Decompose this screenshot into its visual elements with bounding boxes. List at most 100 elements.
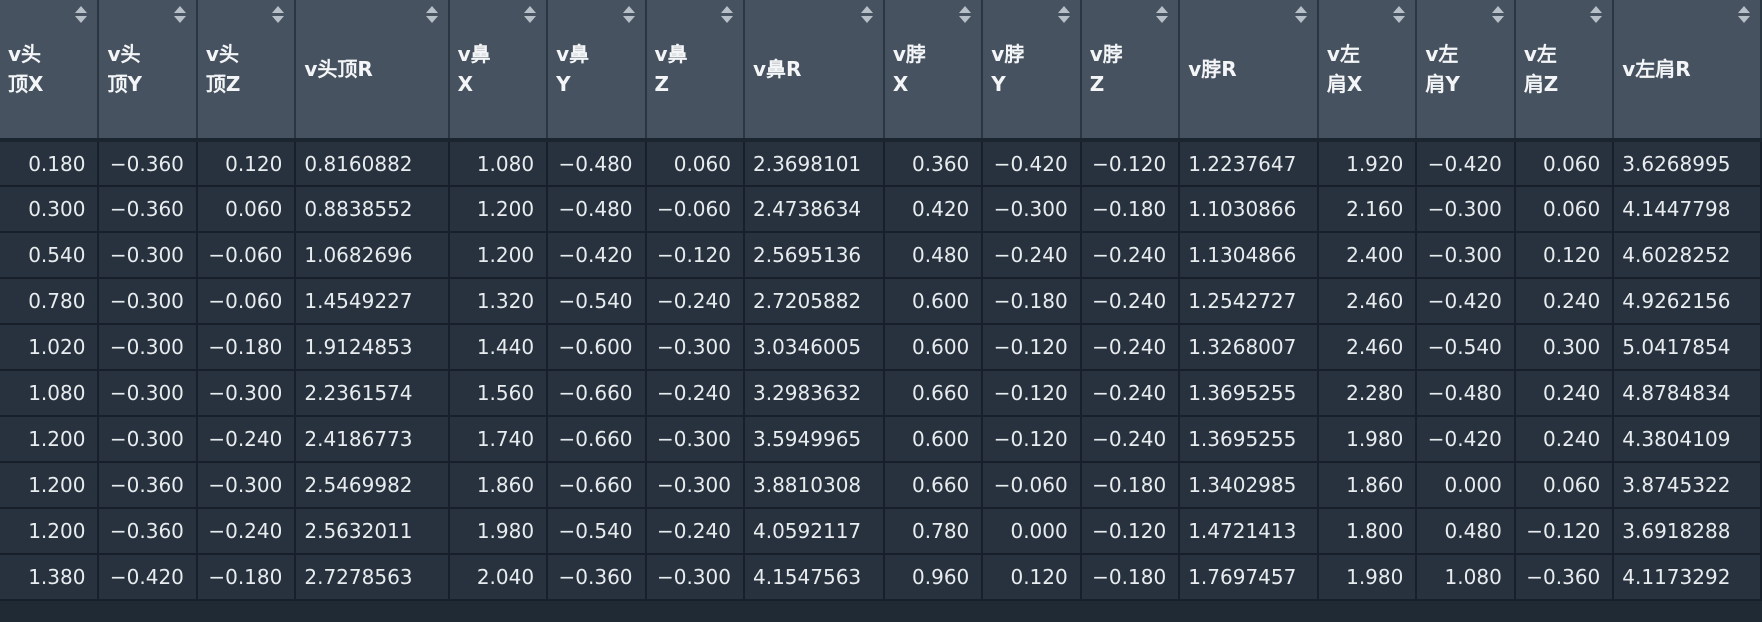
table-row[interactable]: 1.200 −0.360 −0.240 2.5632011 1.980 −0.540 −0.… — [0, 508, 1762, 555]
table-cell[interactable]: −0.240 — [1080, 232, 1181, 279]
table-cell[interactable]: 1.080 — [1416, 554, 1516, 601]
table-cell[interactable]: 2.400 — [1317, 232, 1418, 279]
table-cell[interactable]: 1.980 — [448, 508, 549, 555]
table-cell[interactable]: 3.6268995 — [1613, 140, 1762, 187]
table-cell[interactable]: 3.8745322 — [1613, 462, 1762, 509]
table-cell[interactable]: −0.360 — [98, 508, 198, 555]
table-cell[interactable]: 0.600 — [883, 324, 984, 371]
table-cell[interactable]: −0.120 — [645, 232, 745, 279]
table-cell[interactable]: 0.300 — [0, 186, 100, 233]
table-cell[interactable]: 0.660 — [883, 462, 984, 509]
table-cell[interactable]: 0.300 — [1514, 324, 1615, 371]
table-cell[interactable]: 1.7697457 — [1179, 554, 1319, 601]
table-cell[interactable]: −0.060 — [645, 186, 745, 233]
table-cell[interactable]: −0.240 — [196, 416, 297, 463]
table-cell[interactable]: −0.540 — [547, 508, 647, 555]
table-cell[interactable]: 2.7205882 — [743, 278, 885, 325]
table-cell[interactable]: −0.360 — [98, 462, 198, 509]
table-cell[interactable]: 0.240 — [1514, 278, 1615, 325]
sort-arrows-icon[interactable] — [173, 6, 186, 24]
table-cell[interactable]: 4.1447798 — [1613, 186, 1762, 233]
table-cell[interactable]: −0.300 — [645, 416, 745, 463]
table-cell[interactable]: 2.160 — [1317, 186, 1418, 233]
column-header[interactable]: v鼻 Z — [645, 0, 745, 142]
table-cell[interactable]: 1.200 — [448, 186, 549, 233]
sort-arrows-icon[interactable] — [860, 6, 873, 24]
column-header[interactable]: v脖R — [1179, 0, 1319, 142]
table-cell[interactable]: 2.7278563 — [295, 554, 450, 601]
table-cell[interactable]: −0.180 — [196, 324, 297, 371]
table-cell[interactable]: 4.3804109 — [1613, 416, 1762, 463]
table-cell[interactable]: 0.060 — [1514, 186, 1615, 233]
table-cell[interactable]: −0.300 — [196, 462, 297, 509]
table-row[interactable]: 1.200 −0.360 −0.300 2.5469982 1.860 −0.660 −0.… — [0, 462, 1762, 509]
table-cell[interactable]: 2.460 — [1317, 324, 1418, 371]
table-cell[interactable]: 0.600 — [883, 278, 984, 325]
table-cell[interactable]: −0.180 — [196, 554, 297, 601]
table-cell[interactable]: −0.300 — [98, 370, 198, 417]
column-header[interactable]: v左 肩Y — [1416, 0, 1516, 142]
column-header[interactable]: v左 肩Z — [1514, 0, 1615, 142]
sort-arrows-icon[interactable] — [75, 6, 88, 24]
table-cell[interactable]: 3.5949965 — [743, 416, 885, 463]
table-cell[interactable]: 0.060 — [1514, 462, 1615, 509]
table-cell[interactable]: −0.420 — [982, 140, 1082, 187]
table-cell[interactable]: −0.300 — [645, 554, 745, 601]
table-cell[interactable]: 0.780 — [0, 278, 100, 325]
table-cell[interactable]: −0.480 — [547, 140, 647, 187]
table-cell[interactable]: −0.180 — [982, 278, 1082, 325]
table-cell[interactable]: 0.240 — [1514, 416, 1615, 463]
table-cell[interactable]: 1.1030866 — [1179, 186, 1319, 233]
table-cell[interactable]: −0.120 — [1080, 508, 1181, 555]
table-cell[interactable]: −0.360 — [1514, 554, 1615, 601]
sort-arrows-icon[interactable] — [1393, 6, 1406, 24]
table-cell[interactable]: 0.660 — [883, 370, 984, 417]
table-cell[interactable]: −0.240 — [1080, 324, 1181, 371]
sort-arrows-icon[interactable] — [1294, 6, 1307, 24]
table-cell[interactable]: 0.600 — [883, 416, 984, 463]
table-cell[interactable]: 1.0682696 — [295, 232, 450, 279]
table-cell[interactable]: −0.300 — [98, 278, 198, 325]
table-cell[interactable]: 0.8838552 — [295, 186, 450, 233]
table-cell[interactable]: −0.120 — [982, 370, 1082, 417]
sort-arrows-icon[interactable] — [524, 6, 537, 24]
table-cell[interactable]: 1.4721413 — [1179, 508, 1319, 555]
table-cell[interactable]: 0.060 — [196, 186, 297, 233]
table-row[interactable]: 1.020 −0.300 −0.180 1.9124853 1.440 −0.600 −0.… — [0, 324, 1762, 371]
table-row[interactable]: 0.540 −0.300 −0.060 1.0682696 1.200 −0.420 −0.… — [0, 232, 1762, 279]
table-cell[interactable]: −0.420 — [1416, 416, 1516, 463]
table-cell[interactable]: −0.300 — [1416, 232, 1516, 279]
table-cell[interactable]: −0.660 — [547, 416, 647, 463]
table-cell[interactable]: −0.300 — [1416, 186, 1516, 233]
table-cell[interactable]: 1.3268007 — [1179, 324, 1319, 371]
table-cell[interactable]: −0.300 — [645, 324, 745, 371]
table-cell[interactable]: 0.420 — [883, 186, 984, 233]
table-cell[interactable]: 0.060 — [645, 140, 745, 187]
table-cell[interactable]: 1.860 — [448, 462, 549, 509]
table-cell[interactable]: 1.380 — [0, 554, 100, 601]
table-cell[interactable]: −0.120 — [1514, 508, 1615, 555]
table-cell[interactable]: 2.5632011 — [295, 508, 450, 555]
table-cell[interactable]: 3.6918288 — [1613, 508, 1762, 555]
table-cell[interactable]: −0.480 — [1416, 370, 1516, 417]
table-cell[interactable]: −0.120 — [982, 416, 1082, 463]
table-cell[interactable]: −0.240 — [1080, 416, 1181, 463]
table-cell[interactable]: −0.240 — [196, 508, 297, 555]
table-cell[interactable]: 1.020 — [0, 324, 100, 371]
table-cell[interactable]: −0.180 — [1080, 462, 1181, 509]
column-header[interactable]: v脖 Z — [1080, 0, 1181, 142]
table-cell[interactable]: 1.560 — [448, 370, 549, 417]
table-row[interactable]: 0.180 −0.360 0.120 0.8160882 1.080 −0.480 0.06… — [0, 140, 1762, 187]
sort-arrows-icon[interactable] — [622, 6, 635, 24]
sort-arrows-icon[interactable] — [720, 6, 733, 24]
column-header[interactable]: v左 肩X — [1317, 0, 1418, 142]
table-cell[interactable]: 4.8784834 — [1613, 370, 1762, 417]
table-cell[interactable]: −0.300 — [98, 416, 198, 463]
table-cell[interactable]: 2.5695136 — [743, 232, 885, 279]
table-row[interactable]: 1.080 −0.300 −0.300 2.2361574 1.560 −0.660 −0.… — [0, 370, 1762, 417]
table-cell[interactable]: −0.240 — [645, 508, 745, 555]
table-cell[interactable]: 0.120 — [196, 140, 297, 187]
table-cell[interactable]: 1.3402985 — [1179, 462, 1319, 509]
table-cell[interactable]: −0.120 — [1080, 140, 1181, 187]
table-cell[interactable]: 3.8810308 — [743, 462, 885, 509]
